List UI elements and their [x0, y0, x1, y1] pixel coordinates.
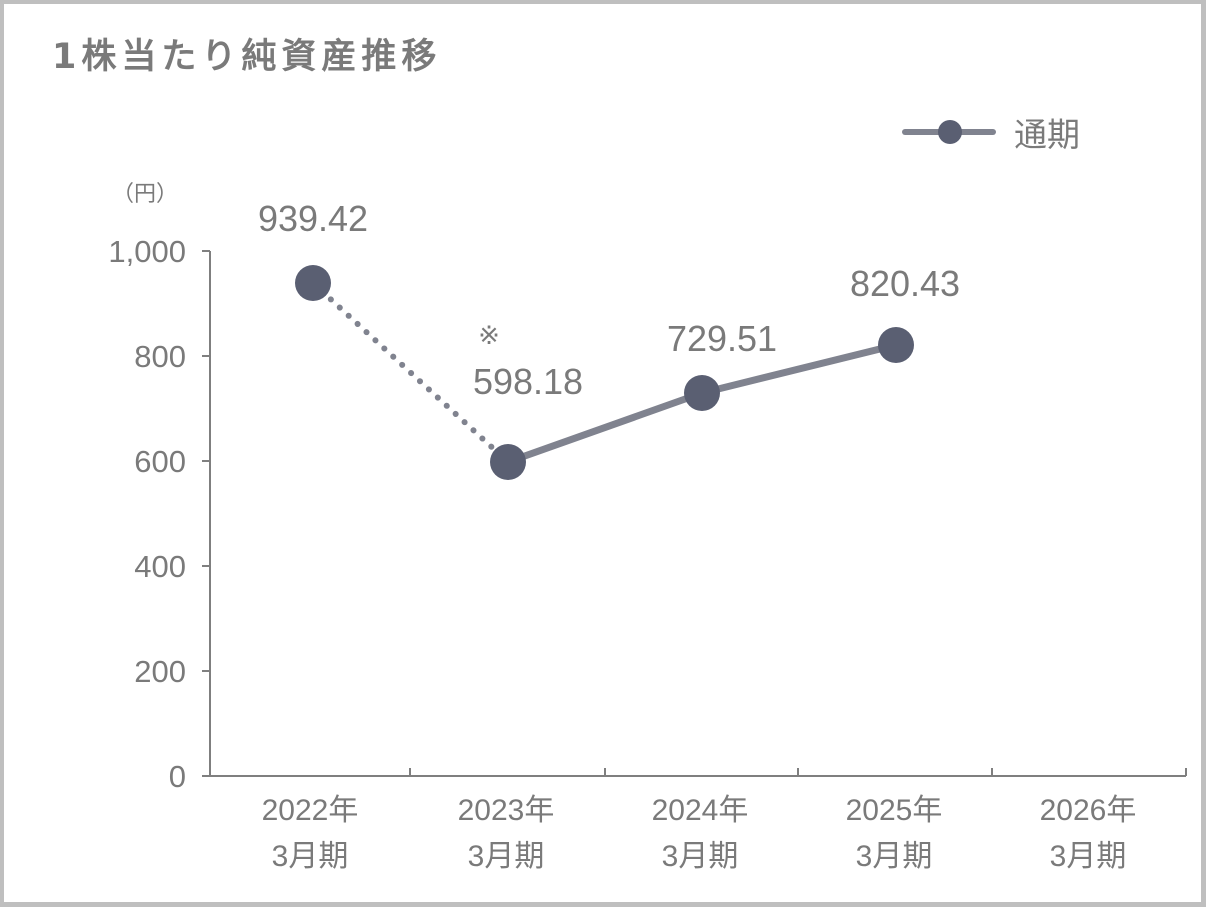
- legend-label: 通期: [1014, 115, 1080, 154]
- y-tick-label: 600: [134, 444, 186, 479]
- data-point-2024: [684, 375, 720, 411]
- data-point-2022: [295, 265, 331, 301]
- data-label-2025: 820.43: [850, 263, 960, 304]
- y-tick-labels: 0 200 400 600 800 1,000: [108, 234, 186, 794]
- x-tick-labels: 2022年 3月期 2023年 3月期 2024年 3月期 2025年 3月期 …: [262, 794, 1137, 873]
- legend: 通期: [902, 108, 1080, 156]
- x-label-period: 3月期: [1050, 840, 1127, 873]
- y-axis-unit: （円）: [112, 182, 179, 207]
- data-label-2023: 598.18: [473, 361, 583, 402]
- series-line-dotted: [310, 280, 511, 465]
- chart-title: 1株当たり純資産推移: [52, 37, 442, 77]
- x-label-period: 3月期: [662, 840, 739, 873]
- x-label-year: 2023年: [458, 794, 555, 827]
- series-markers: [295, 265, 914, 480]
- x-label-period: 3月期: [856, 840, 933, 873]
- data-point-2025: [878, 327, 914, 363]
- y-tick-label: 200: [134, 654, 186, 689]
- x-label-year: 2026年: [1040, 794, 1137, 827]
- y-axis: [202, 250, 211, 777]
- y-tick-label: 800: [134, 339, 186, 374]
- x-label-year: 2024年: [652, 794, 749, 827]
- legend-line-marker-icon: [902, 120, 996, 144]
- y-tick-label: 1,000: [108, 234, 186, 269]
- data-point-2023: [490, 444, 526, 480]
- note-mark: ※: [478, 320, 500, 350]
- x-label-year: 2022年: [262, 794, 359, 827]
- x-label-period: 3月期: [272, 840, 349, 873]
- y-tick-label: 400: [134, 549, 186, 584]
- data-labels: 939.42 ※ 598.18 729.51 820.43: [258, 198, 960, 402]
- data-label-2024: 729.51: [667, 318, 777, 359]
- x-axis: [210, 768, 1187, 777]
- x-label-period: 3月期: [468, 840, 545, 873]
- y-tick-label: 0: [169, 759, 186, 794]
- x-label-year: 2025年: [846, 794, 943, 827]
- data-label-2022: 939.42: [258, 198, 368, 239]
